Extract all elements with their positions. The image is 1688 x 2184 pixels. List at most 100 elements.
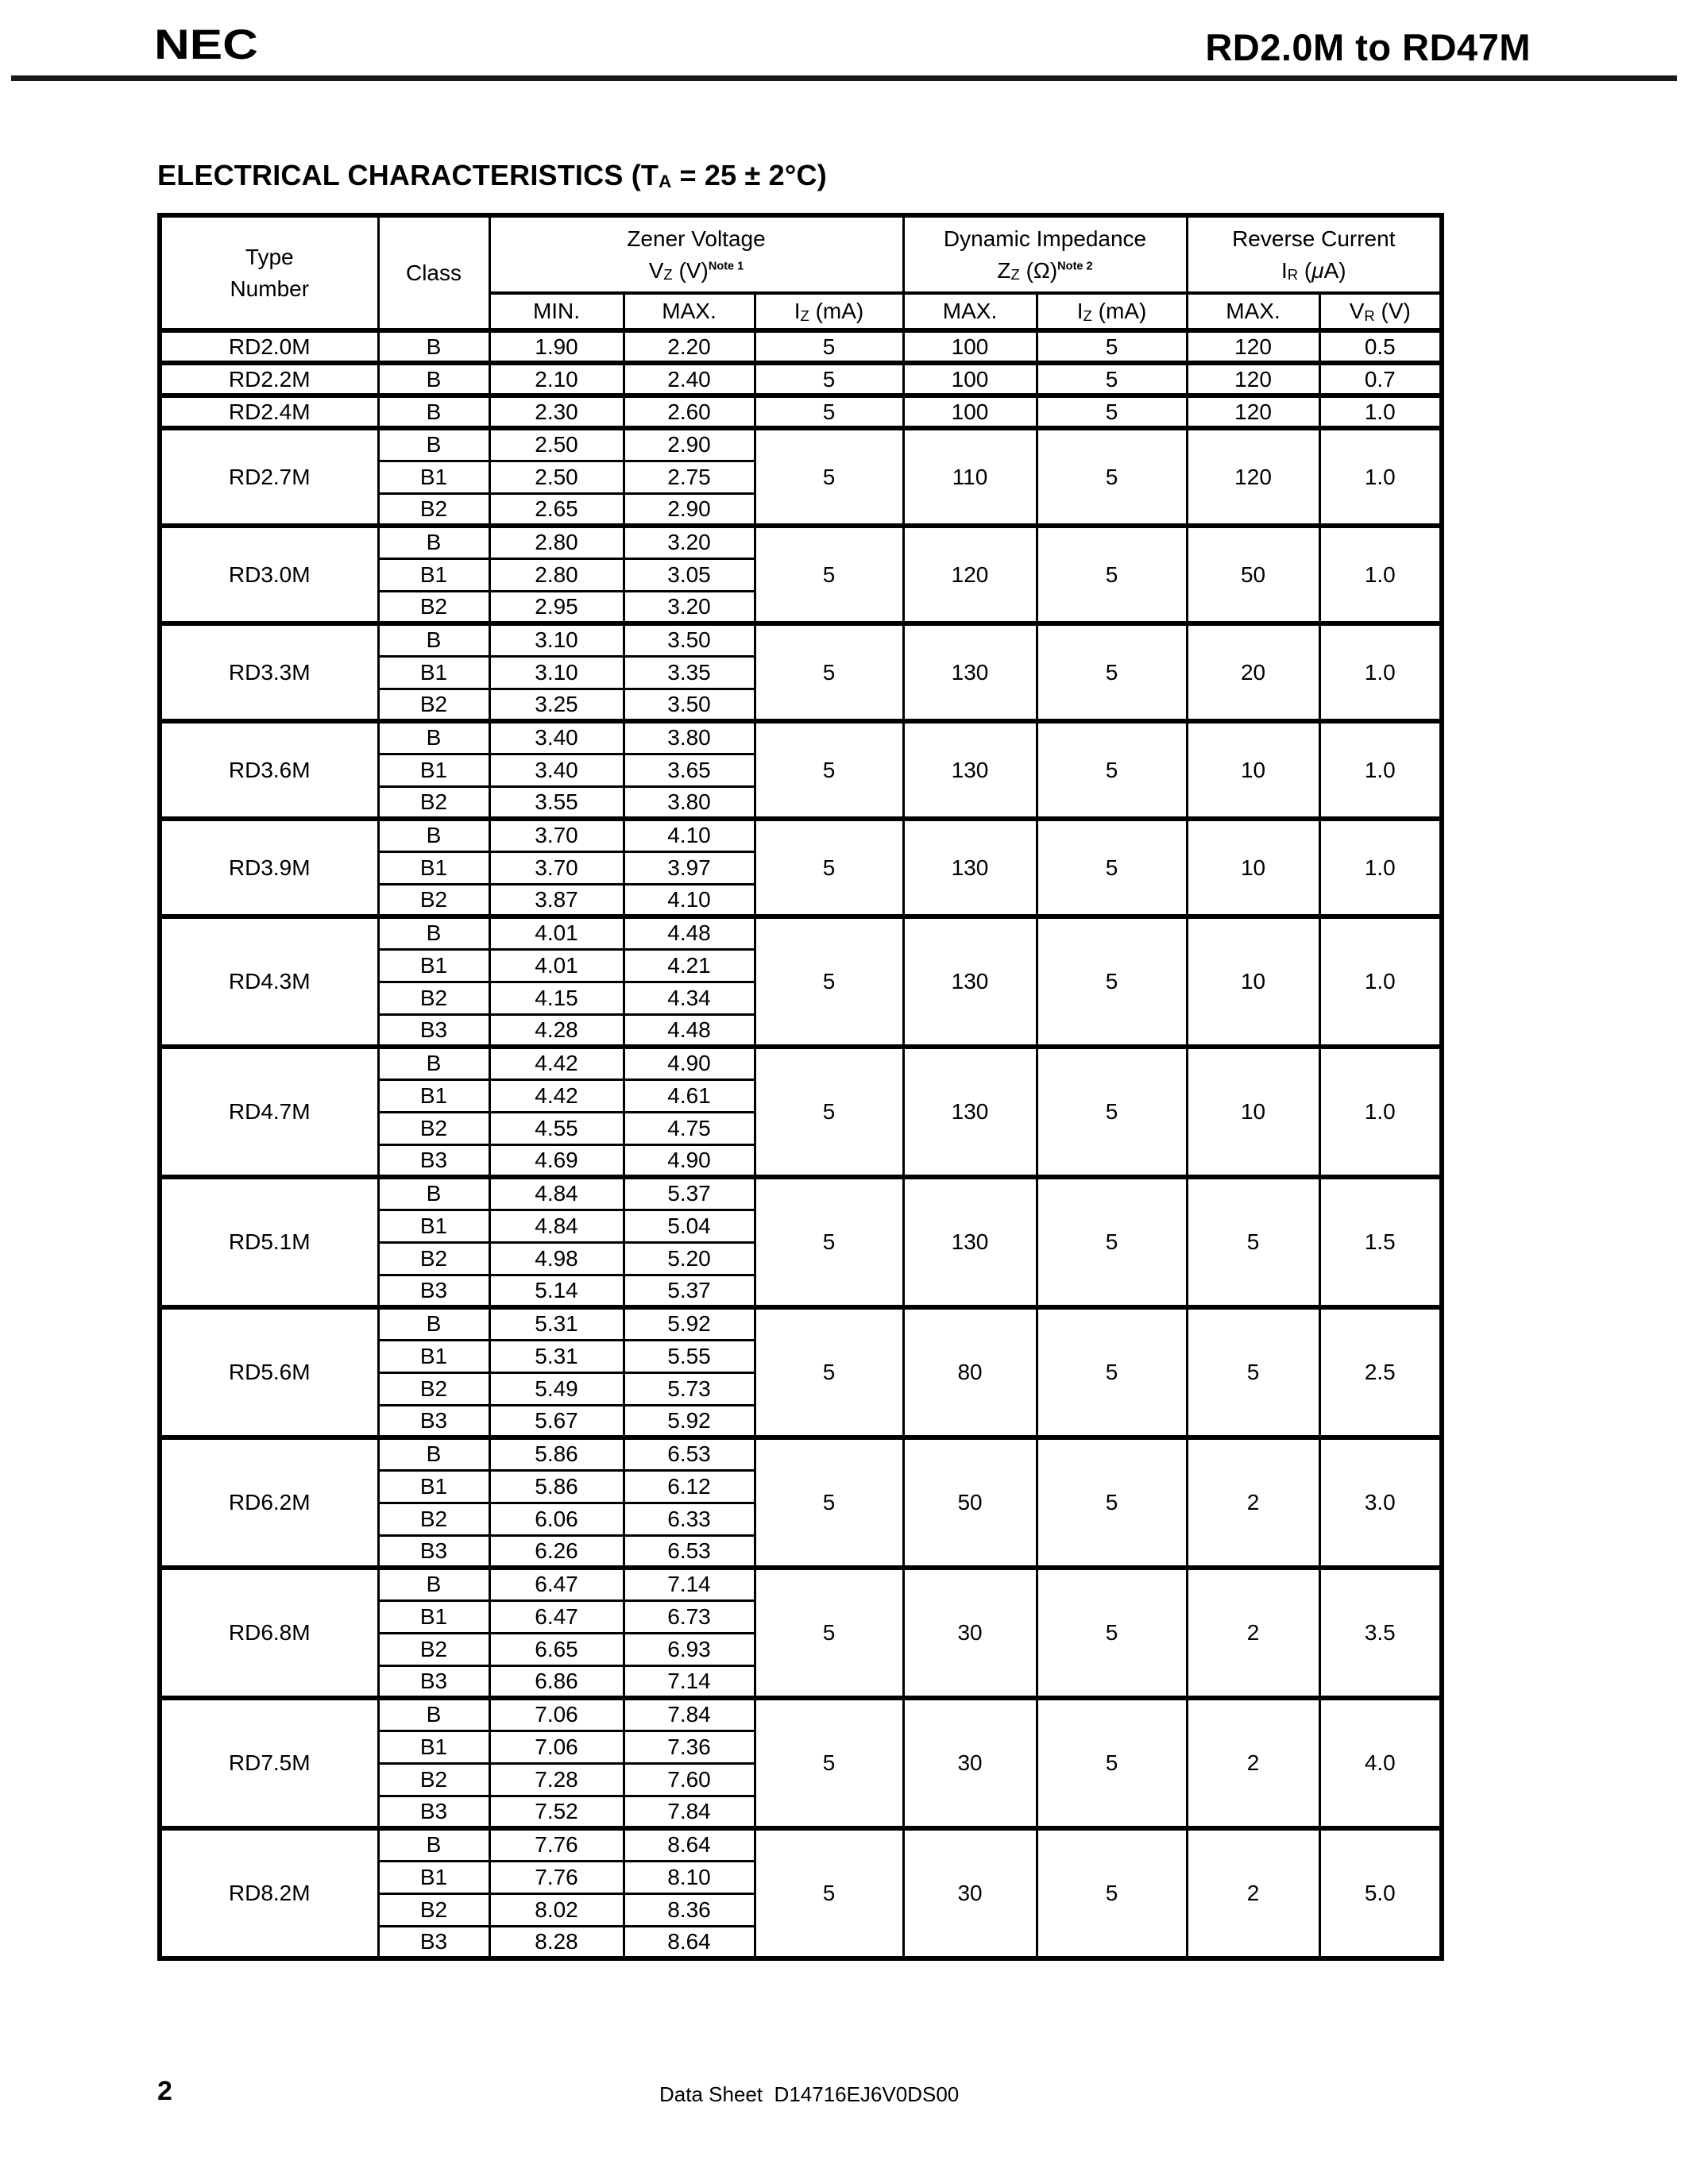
cell-vz-max: 4.48 — [622, 1013, 756, 1049]
cell-vz-max: 3.35 — [622, 654, 756, 690]
table-row: B1 5.86 6.12 — [160, 1468, 1442, 1504]
dynamic-impedance-title: Dynamic Impedance — [943, 226, 1147, 252]
col-header-iz-impedance: IZ (mA) — [1035, 291, 1188, 333]
cell-iz-impedance: 5 — [1035, 720, 1188, 821]
zz-unit: (Ω) — [1019, 257, 1058, 283]
cell-zz-max: 130 — [902, 720, 1038, 821]
cell-vr: 4.0 — [1318, 1696, 1443, 1831]
footer-doc-ref: Data Sheet D14716EJ6V0DS00 — [659, 2082, 960, 2106]
table-row: B1 4.84 5.04 — [160, 1208, 1442, 1244]
cell-class: B — [377, 524, 491, 560]
table-row: RD3.9M B 3.70 4.10 5 130 5 10 1.0 — [158, 817, 1443, 919]
cell-class: B1 — [377, 459, 491, 495]
cell-vz-min: 3.25 — [488, 687, 625, 723]
section-title-subscript: A — [659, 171, 672, 191]
cell-iz-zener: 5 — [753, 1566, 905, 1700]
cell-class: B1 — [377, 947, 491, 983]
vr-unit: (V) — [1374, 299, 1411, 324]
cell-vz-min: 3.55 — [488, 785, 625, 821]
cell-type-number: RD2.0M — [158, 329, 380, 365]
cell-zz-max: 80 — [902, 1306, 1038, 1440]
cell-iz-zener: 5 — [753, 524, 905, 626]
cell-class: B2 — [377, 1631, 491, 1667]
table-row: B1 2.80 3.05 — [160, 557, 1442, 592]
cell-vz-max: 3.65 — [622, 752, 756, 788]
cell-vz-max: 5.73 — [622, 1371, 756, 1406]
cell-vz-min: 1.90 — [488, 329, 625, 365]
cell-ir-max: 120 — [1185, 361, 1321, 398]
table-row: B1 3.10 3.35 — [160, 654, 1442, 690]
table-row: B1 3.40 3.65 — [160, 752, 1442, 788]
cell-class: B3 — [377, 1664, 491, 1700]
cell-vz-max: 6.53 — [622, 1534, 756, 1570]
cell-class: B2 — [377, 1761, 491, 1797]
vr-subscript: R — [1364, 307, 1375, 324]
cell-iz-impedance: 5 — [1035, 622, 1188, 723]
table-row: B2 8.02 8.36 — [160, 1892, 1442, 1927]
cell-vz-max: 2.90 — [622, 426, 756, 462]
cell-ir-max: 120 — [1185, 394, 1321, 430]
cell-class: B2 — [377, 980, 491, 1016]
cell-vz-max: 5.92 — [622, 1403, 756, 1440]
dynamic-impedance-symbol: ZZ (Ω)Note 2 — [906, 255, 1184, 286]
cell-vz-min: 5.86 — [488, 1468, 625, 1504]
cell-iz-impedance: 5 — [1035, 1696, 1188, 1831]
cell-zz-max: 100 — [902, 329, 1038, 365]
cell-class: B — [377, 1566, 491, 1602]
cell-vz-min: 6.47 — [488, 1566, 625, 1602]
cell-iz-impedance: 5 — [1035, 1175, 1188, 1310]
cell-vz-min: 4.01 — [488, 915, 625, 951]
cell-vz-max: 3.50 — [622, 622, 756, 658]
cell-vz-min: 5.31 — [488, 1306, 625, 1341]
cell-zz-max: 30 — [902, 1566, 1038, 1700]
type-header-line1: Type — [245, 245, 294, 270]
cell-vr: 2.5 — [1318, 1306, 1443, 1440]
col-header-vz-min: MIN. — [488, 291, 625, 333]
cell-vz-max: 5.55 — [622, 1338, 756, 1374]
cell-vz-min: 3.10 — [488, 654, 625, 690]
cell-class: B — [377, 817, 491, 853]
table-row: B1 7.76 8.10 — [160, 1859, 1442, 1895]
cell-vz-min: 5.86 — [488, 1436, 625, 1472]
reverse-current-symbol: IR (μA) — [1189, 255, 1439, 286]
cell-ir-max: 10 — [1185, 720, 1321, 821]
col-header-class: Class — [377, 214, 491, 333]
cell-class: B1 — [377, 850, 491, 886]
cell-vz-min: 4.84 — [488, 1208, 625, 1244]
table-row: B2 4.15 4.34 — [160, 980, 1442, 1016]
zener-voltage-symbol: VZ (V)Note 1 — [492, 255, 901, 286]
cell-vz-max: 5.20 — [622, 1241, 756, 1276]
cell-zz-max: 30 — [902, 1696, 1038, 1831]
cell-type-number: RD2.7M — [158, 426, 380, 528]
cell-class: B3 — [377, 1794, 491, 1831]
cell-vz-max: 7.60 — [622, 1761, 756, 1797]
cell-vz-max: 4.10 — [622, 882, 756, 919]
cell-vz-min: 5.31 — [488, 1338, 625, 1374]
cell-iz-zener: 5 — [753, 394, 905, 430]
cell-class: B2 — [377, 492, 491, 528]
iz-base: I — [1076, 299, 1083, 324]
table-row: B3 5.14 5.37 — [160, 1273, 1442, 1310]
table-row: B2 5.49 5.73 — [160, 1371, 1442, 1406]
cell-class: B — [377, 915, 491, 951]
table-row: RD4.3M B 4.01 4.48 5 130 5 10 1.0 — [158, 915, 1443, 1049]
cell-vz-min: 4.98 — [488, 1241, 625, 1276]
cell-ir-max: 10 — [1185, 817, 1321, 919]
cell-vz-min: 8.28 — [488, 1924, 625, 1961]
cell-zz-max: 110 — [902, 426, 1038, 528]
cell-type-number: RD3.0M — [158, 524, 380, 626]
cell-vz-max: 8.10 — [622, 1859, 756, 1895]
cell-iz-impedance: 5 — [1035, 329, 1188, 365]
table-row: B3 4.28 4.48 — [160, 1013, 1442, 1049]
cell-iz-zener: 5 — [753, 915, 905, 1049]
cell-iz-zener: 5 — [753, 329, 905, 365]
vr-base: V — [1349, 299, 1365, 324]
cell-class: B2 — [377, 882, 491, 919]
cell-vz-min: 2.80 — [488, 557, 625, 592]
vz-unit: (V) — [672, 257, 709, 283]
section-title: ELECTRICAL CHARACTERISTICS (TA = 25 ± 2°… — [157, 159, 827, 192]
cell-type-number: RD6.2M — [158, 1436, 380, 1570]
cell-vr: 3.0 — [1318, 1436, 1443, 1570]
table-row: RD2.4M B 2.30 2.60 5 100 5 120 1.0 — [158, 394, 1443, 430]
cell-class: B — [377, 1436, 491, 1472]
